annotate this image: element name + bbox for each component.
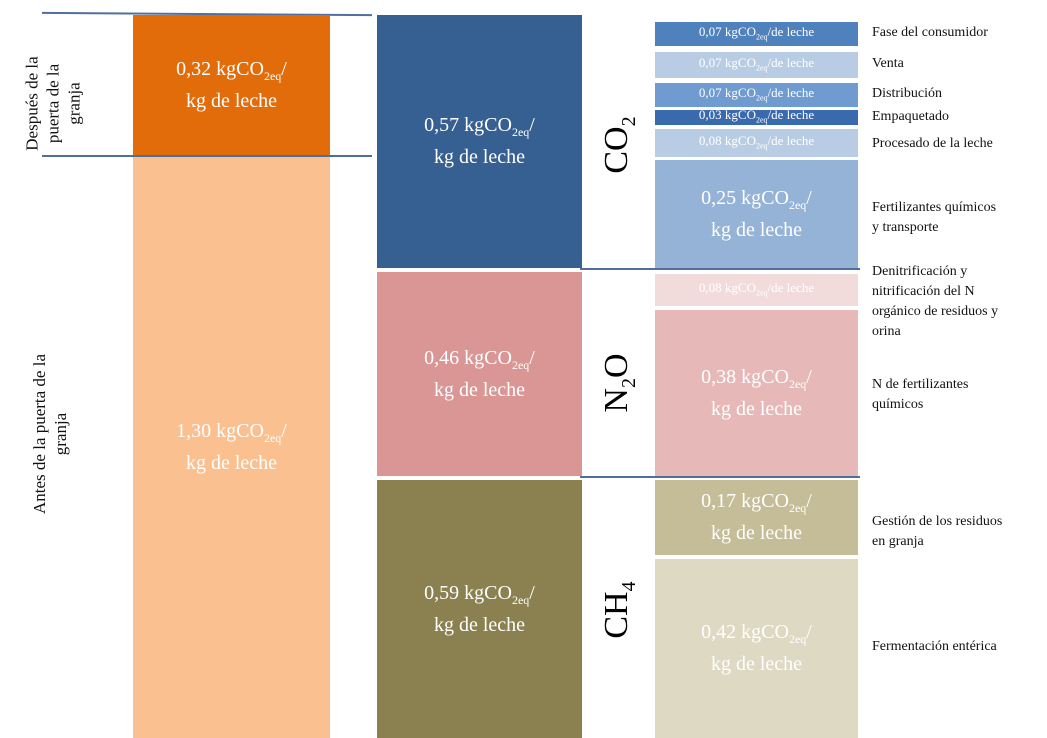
bar-n-fertilizantes-unit: kg de leche (710, 397, 803, 420)
bar-gestion-residuos: 0,17 kgCO2eq/ kg de leche (655, 480, 858, 555)
bar-n-fertilizantes-value: 0,38 kgCO2eq/ (701, 365, 812, 391)
bar-after-farm-unit: kg de leche (185, 89, 278, 112)
bar-ch4-value: 0,59 kgCO2eq/ (424, 581, 535, 607)
bar-co2-unit: kg de leche (433, 146, 526, 168)
category-label-venta: Venta (872, 56, 904, 71)
bar-fertilizantes-transporte-unit: kg de leche (710, 218, 803, 241)
bar-fase-consumidor: 0,07 kgCO2eq/de leche (655, 22, 858, 46)
bar-n2o-unit: kg de leche (433, 378, 526, 401)
bar-after-farm: 0,32 kgCO2eq/ kg de leche (133, 15, 330, 155)
category-label-distribucion: Distribución (872, 86, 942, 101)
category-label-fertilizantes-transporte: Fertilizantes químicos y transporte (872, 200, 997, 235)
bar-ch4-unit: kg de leche (433, 613, 526, 636)
bar-before-farm: 1,30 kgCO2eq/ kg de leche (133, 157, 330, 738)
bar-n2o-value: 0,46 kgCO2eq/ (424, 346, 535, 372)
category-label-denitrificacion: Denitrificación y nitrificación del N or… (872, 264, 999, 339)
bar-empaquetado: 0,03 kgCO2eq/de leche (655, 107, 858, 125)
category-label-empaquetado: Empaquetado (872, 109, 949, 124)
category-label-procesado: Procesado de la leche (872, 136, 993, 151)
after-farm-label: Después de la puerta de la granja (22, 56, 84, 151)
bar-denitrificacion-value: 0,08 kgCO2eq/de leche (698, 279, 815, 298)
bar-gestion-residuos-unit: kg de leche (710, 522, 803, 544)
category-label-gestion-residuos: Gestión de los residuos en granja (872, 514, 1003, 549)
bar-venta: 0,07 kgCO2eq/de leche (655, 52, 858, 78)
bar-fertilizantes-transporte: 0,25 kgCO2eq/ kg de leche (655, 160, 858, 268)
bar-n-fertilizantes: 0,38 kgCO2eq/ kg de leche (655, 310, 858, 476)
bar-fermentacion: 0,42 kgCO2eq/ kg de leche (655, 559, 858, 738)
bar-before-farm-unit: kg de leche (185, 452, 278, 474)
stage-boundary-line (42, 155, 372, 157)
bar-distribucion: 0,07 kgCO2eq/de leche (655, 83, 858, 107)
co2-n2o-boundary-line (580, 268, 860, 270)
bar-co2-value: 0,57 kgCO2eq/ (424, 114, 535, 139)
bar-distribucion-value: 0,07 kgCO2eq/de leche (698, 84, 815, 103)
gas-label-co2: CO2 (598, 116, 640, 174)
bar-fermentacion-unit: kg de leche (710, 653, 803, 675)
category-label-fase-consumidor: Fase del consumidor (872, 25, 988, 40)
bar-fermentacion-value: 0,42 kgCO2eq/ (701, 621, 812, 646)
bar-fase-consumidor-value: 0,07 kgCO2eq/de leche (698, 23, 815, 42)
gas-label-n2o: N2O (598, 353, 640, 413)
category-label-n-fertilizantes: N de fertilizantes químicos (872, 377, 969, 412)
gas-label-ch4: CH4 (598, 581, 640, 639)
bar-co2: 0,57 kgCO2eq/ kg de leche (377, 15, 582, 268)
before-farm-label: Antes de la puerta de la granja (30, 354, 70, 515)
bar-venta-value: 0,07 kgCO2eq/de leche (698, 54, 815, 73)
bar-procesado: 0,08 kgCO2eq/de leche (655, 129, 858, 157)
category-label-fermentacion: Fermentación entérica (872, 639, 997, 654)
bar-fertilizantes-transporte-value: 0,25 kgCO2eq/ (701, 186, 812, 212)
bar-empaquetado-value: 0,03 kgCO2eq/de leche (698, 107, 815, 125)
bar-after-farm-value: 0,32 kgCO2eq/ (176, 57, 287, 83)
bar-ch4: 0,59 kgCO2eq/ kg de leche (377, 480, 582, 738)
bar-before-farm-value: 1,30 kgCO2eq/ (176, 420, 287, 445)
bar-denitrificacion: 0,08 kgCO2eq/de leche (655, 274, 858, 306)
bar-procesado-value: 0,08 kgCO2eq/de leche (698, 132, 815, 151)
bar-gestion-residuos-value: 0,17 kgCO2eq/ (701, 490, 812, 515)
bar-n2o: 0,46 kgCO2eq/ kg de leche (377, 272, 582, 476)
n2o-ch4-boundary-line (580, 476, 860, 478)
